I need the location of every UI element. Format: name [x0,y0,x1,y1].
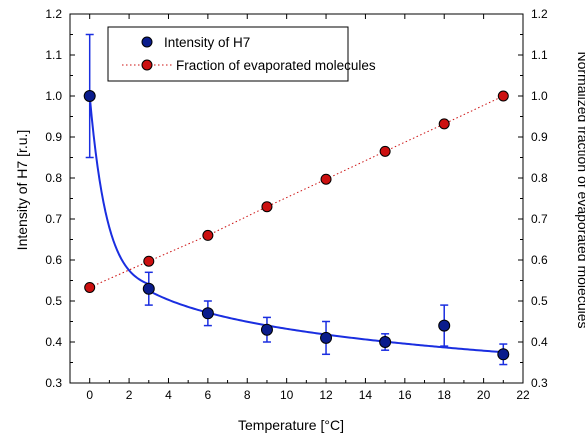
y2-tick-label: 1.0 [531,89,548,103]
intensity-point [438,319,451,332]
y-tick-label: 1.1 [45,48,62,62]
y2-axis-title: Normalized fraction of evaporated molecu… [575,51,585,328]
fraction-point [84,281,96,293]
fraction-point [497,90,509,102]
legend-label-fraction: Fraction of evaporated molecules [176,58,376,73]
y2-tick-label: 0.8 [531,171,548,185]
y-tick-label: 0.8 [45,171,62,185]
y-axis-title: Intensity of H7 [r.u.] [14,130,30,251]
legend-label-intensity: Intensity of H7 [164,35,250,50]
fraction-point [438,118,450,130]
y2-tick-label: 0.5 [531,294,548,308]
x-tick-label: 6 [205,388,212,402]
intensity-fit-curve [88,95,504,354]
x-tick-label: 18 [438,388,452,402]
series-layer [83,33,510,366]
x-tick-label: 22 [516,388,530,402]
intensity-point [201,307,214,320]
x-tick-label: 4 [165,388,172,402]
y2-tick-label: 0.7 [531,212,548,226]
intensity-point [260,323,273,336]
y2-tick-label: 0.4 [531,335,548,349]
x-tick-label: 2 [126,388,133,402]
fraction-point [202,229,214,241]
x-tick-label: 14 [359,388,373,402]
x-tick-label: 12 [319,388,333,402]
y2-tick-label: 1.1 [531,48,548,62]
y-tick-label: 0.4 [45,335,62,349]
x-axis-title: Temperature [°C] [238,417,344,433]
intensity-point [379,336,392,348]
intensity-point [320,331,333,344]
y2-tick-label: 1.2 [531,7,548,21]
y-tick-label: 0.3 [45,376,62,390]
x-tick-label: 8 [244,388,251,402]
y-tick-label: 1.0 [45,89,62,103]
x-tick-label: 10 [280,388,294,402]
fraction-point [143,255,155,267]
intensity-point [83,90,96,102]
x-tick-label: 20 [477,388,491,402]
y-tick-label: 0.9 [45,130,62,144]
y-tick-label: 1.2 [45,7,62,21]
legend: Intensity of H7 Fraction of evaporated m… [107,26,376,82]
y-tick-label: 0.5 [45,294,62,308]
fraction-point [261,201,273,213]
legend-marker-intensity [141,36,153,48]
x-tick-label: 16 [398,388,412,402]
y-tick-label: 0.6 [45,253,62,267]
legend-marker-fraction [141,59,153,71]
legend-box [107,26,349,82]
fraction-point [320,173,332,185]
fraction-point [379,145,391,157]
intensity-point [497,348,510,361]
y-tick-label: 0.7 [45,212,62,226]
y2-tick-label: 0.3 [531,376,548,390]
intensity-point [142,282,155,295]
ticks-layer: 0 2 4 6 8 10 12 14 16 18 20 220.3 0.30.4 0.40.5 0.50.6… [45,7,548,402]
y2-tick-label: 0.9 [531,130,548,144]
y2-tick-label: 0.6 [531,253,548,267]
x-tick-label: 0 [86,388,93,402]
